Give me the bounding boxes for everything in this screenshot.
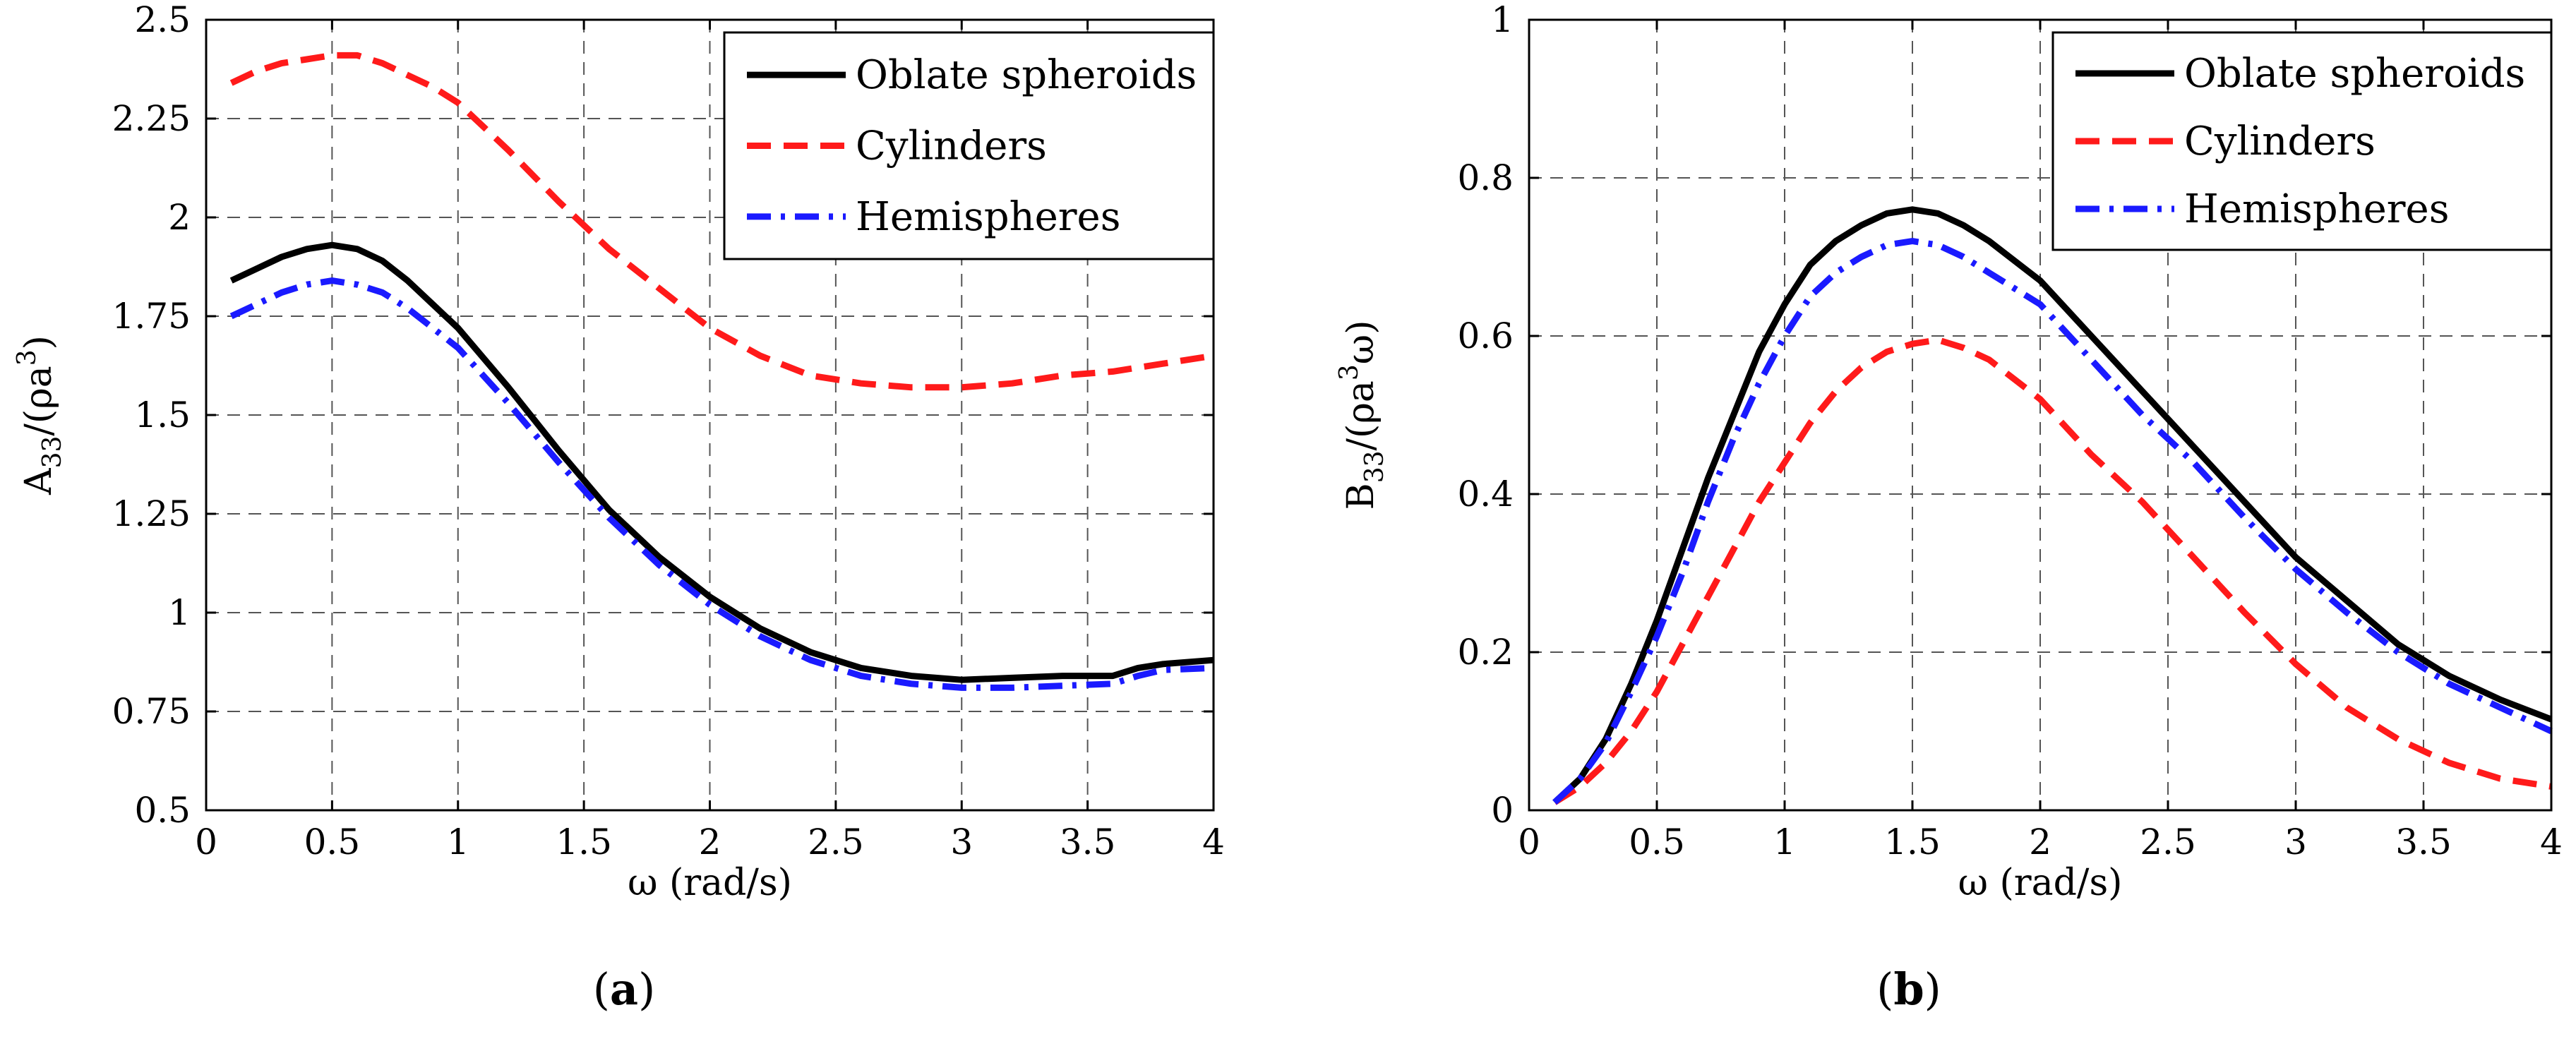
y-tick-label: 0.75	[112, 691, 191, 732]
y-tick-label: 1.75	[112, 296, 191, 337]
x-tick-label: 4	[2540, 822, 2563, 862]
legend-entry: Oblate spheroids	[856, 52, 1197, 98]
x-tick-label: 1	[447, 822, 469, 862]
x-tick-label: 2.5	[808, 822, 864, 862]
x-tick-label: 3.5	[2395, 822, 2452, 862]
y-axis-label-part: B	[1340, 483, 1382, 510]
y-tick-label: 0.6	[1457, 315, 1514, 356]
panel-caption: (b)	[1876, 963, 1941, 1015]
gridlines	[1529, 20, 2551, 810]
series-line-hemispheres	[229, 277, 1214, 691]
y-tick-label: 1.25	[112, 493, 191, 534]
caption-letter: a	[610, 963, 638, 1015]
panel-caption: (a)	[593, 963, 656, 1015]
y-axis-label: A33/(ρa3)	[13, 335, 67, 495]
x-tick-label: 3	[2284, 822, 2307, 862]
x-tick-label: 0.5	[1629, 822, 1685, 862]
y-tick-label: 2	[168, 197, 191, 238]
legend-entry: Hemispheres	[856, 194, 1120, 240]
series-line-oblate-spheroids	[229, 241, 1214, 683]
y-axis-label-part: 33	[38, 436, 67, 469]
legend-entry: Hemispheres	[2184, 186, 2449, 232]
x-tick-label: 2	[2029, 822, 2051, 862]
y-tick-label: 0.4	[1457, 474, 1514, 515]
y-axis-label-part: /(ρa	[1340, 380, 1382, 450]
x-tick-label: 3	[950, 822, 973, 862]
x-tick-label: 0	[195, 822, 217, 862]
series-line-hemispheres	[1552, 238, 2553, 805]
y-tick-label: 0.5	[134, 790, 191, 831]
y-tick-label: 2.5	[134, 0, 191, 40]
y-tick-label: 2.25	[112, 98, 191, 139]
y-axis-label-part: 33	[1360, 450, 1389, 483]
series-line-cylinders	[229, 52, 1214, 391]
caption-letter: b	[1893, 963, 1924, 1015]
y-tick-label: 1	[1491, 0, 1514, 40]
series-line-oblate-spheroids	[1552, 206, 2553, 805]
caption-open: (	[1876, 963, 1893, 1015]
y-axis-label-part: )	[18, 335, 60, 349]
y-axis-label-part: 3	[1335, 364, 1364, 380]
x-tick-label: 1.5	[1884, 822, 1941, 862]
y-tick-label: 1.5	[134, 395, 191, 435]
y-axis-label: B33/(ρa3ω)	[1335, 320, 1389, 510]
caption-close: )	[1924, 963, 1941, 1015]
legend: Oblate spheroids Cylinders Hemispheres	[723, 31, 1215, 260]
y-axis-label-part: 3	[13, 349, 42, 366]
x-tick-label: 0	[1518, 822, 1540, 862]
x-axis-label: ω (rad/s)	[1958, 862, 2123, 904]
x-tick-label: 2	[699, 822, 721, 862]
caption-close: )	[638, 963, 655, 1015]
chart-panel-b: 0 0.5 1 1.5 2 2.5 3 3.5 4 0 0.2 0.4 0.6 0.8 1 ω (rad/s)…	[1335, 0, 2563, 1015]
legend-entry: Cylinders	[856, 124, 1047, 169]
x-tick-label: 1.5	[556, 822, 612, 862]
x-tick-label: 4	[1202, 822, 1225, 862]
caption-open: (	[593, 963, 610, 1015]
x-tick-label: 3.5	[1060, 822, 1116, 862]
chart-panel-a: 0 0.5 1 1.5 2 2.5 3 3.5 40.50.7511.251.51.7522.2…	[13, 0, 1225, 1015]
x-tick-label: 2.5	[2140, 822, 2196, 862]
y-axis-label-part: A	[18, 467, 60, 495]
y-tick-label: 0	[1491, 790, 1514, 831]
series-line-cylinders	[1552, 337, 2552, 805]
x-tick-label: 0.5	[304, 822, 361, 862]
y-axis-label-part: /(ρa	[18, 366, 60, 435]
y-tick-label: 0.8	[1457, 157, 1514, 198]
legend-entry: Oblate spheroids	[2184, 51, 2525, 97]
y-axis-label-part: ω)	[1340, 320, 1382, 364]
x-tick-label: 1	[1773, 822, 1796, 862]
legend-entry: Cylinders	[2184, 119, 2376, 164]
x-axis-label: ω (rad/s)	[628, 862, 792, 904]
legend: Oblate spheroids Cylinders Hemispheres	[2051, 31, 2553, 251]
y-tick-label: 1	[168, 592, 191, 633]
y-tick-label: 0.2	[1457, 632, 1514, 673]
